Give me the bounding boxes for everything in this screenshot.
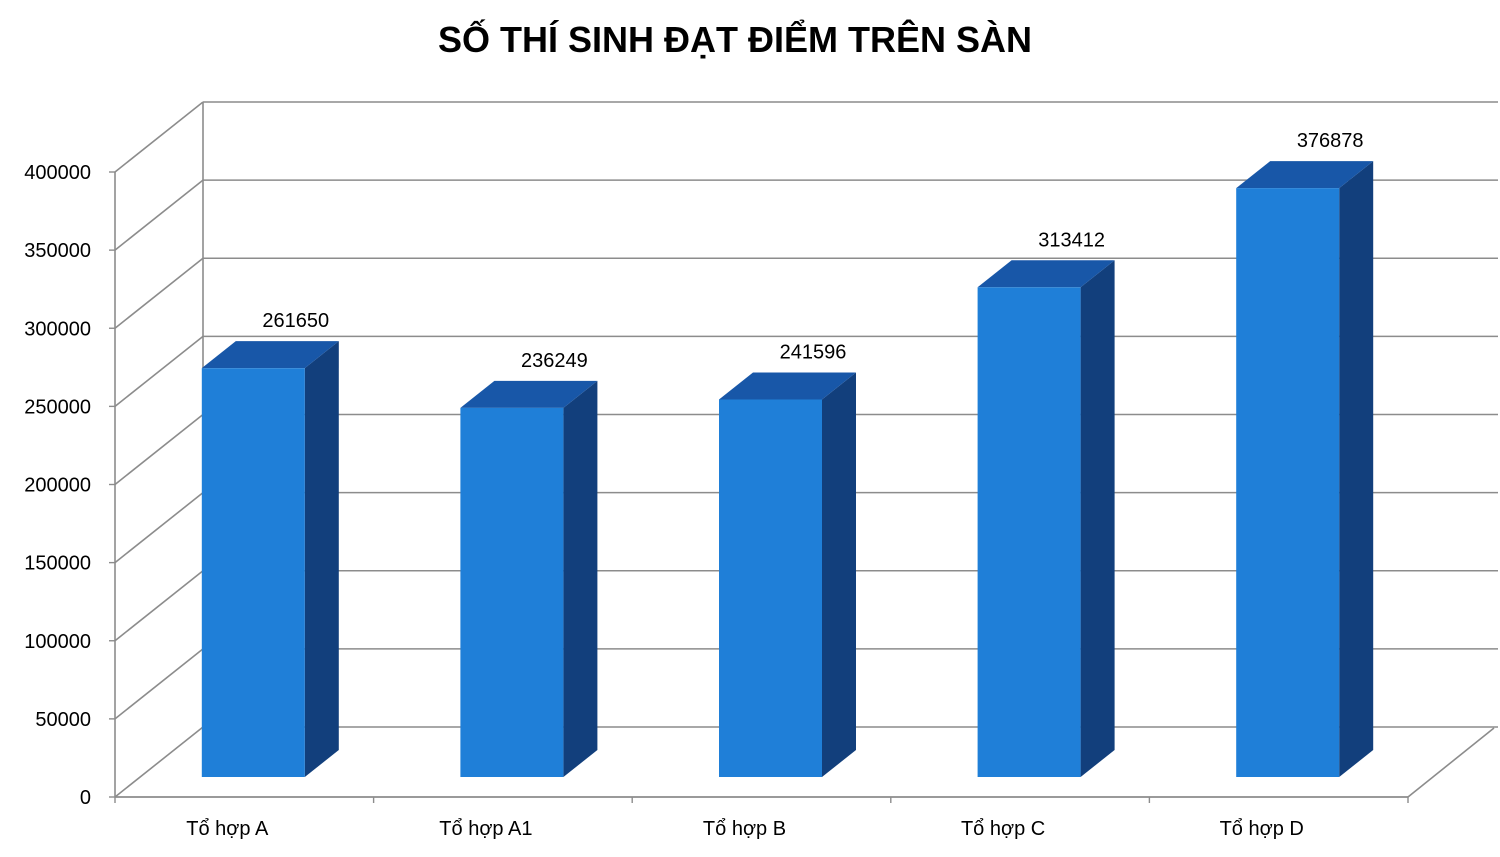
data-label-1: 236249 [521, 350, 588, 372]
y-tick-label-5: 250000 [24, 396, 91, 418]
floor-right-edge [1407, 727, 1495, 798]
x-category-label-4: Tổ hợp D [1220, 818, 1304, 840]
bars [201, 161, 1374, 778]
bar-1 [460, 380, 598, 777]
x-category-label-2: Tổ hợp B [703, 818, 786, 840]
data-label-4: 376878 [1297, 130, 1364, 152]
y-tick-label-0: 0 [80, 787, 91, 809]
data-label-0: 261650 [262, 310, 329, 332]
y-tick-label-7: 350000 [24, 240, 91, 262]
bar-side-4 [1339, 161, 1374, 778]
chart-title: SỐ THÍ SINH ĐẠT ĐIỂM TRÊN SÀN [438, 18, 1032, 60]
bar-top-0 [201, 341, 339, 369]
gridline-side-7 [114, 179, 204, 251]
gridline-side-8 [114, 101, 204, 173]
x-category-label-3: Tổ hợp C [961, 818, 1045, 840]
bar-4 [1236, 161, 1374, 778]
gridline-side-3 [114, 491, 204, 564]
gridline-side-0 [114, 726, 204, 798]
bar-top-1 [460, 380, 598, 408]
gridline-side-2 [114, 570, 204, 642]
y-tick-label-3: 150000 [24, 553, 91, 575]
bar-top-2 [719, 372, 856, 400]
gridline-side-5 [114, 335, 204, 408]
bar-front-4 [1236, 188, 1340, 778]
y-tick-label-6: 300000 [24, 318, 91, 340]
data-label-2: 241596 [780, 342, 847, 364]
y-tick-label-4: 200000 [24, 475, 91, 497]
x-category-label-1: Tổ hợp A1 [439, 818, 532, 840]
bar-3 [977, 260, 1115, 777]
bar-0 [201, 341, 339, 777]
gridline-side-6 [114, 257, 204, 329]
x-category-label-0: Tổ hợp A [186, 818, 269, 840]
bar-front-0 [201, 368, 305, 777]
y-axis-tick-labels: 0 50000 100000 150000 200000 250000 300000 3500… [24, 162, 115, 809]
y-tick-label-8: 400000 [24, 162, 91, 184]
bar-front-2 [719, 399, 822, 777]
bar-side-2 [822, 372, 856, 777]
data-label-3: 313412 [1038, 229, 1105, 251]
y-tick-label-1: 50000 [35, 709, 91, 731]
y-tick-label-2: 100000 [24, 631, 91, 653]
bar-top-3 [977, 260, 1115, 288]
bar-front-3 [977, 287, 1081, 777]
bar-front-1 [460, 407, 564, 777]
bar-top-4 [1236, 161, 1374, 189]
gridline-side-1 [114, 648, 204, 720]
gridline-side-4 [114, 413, 204, 486]
bar-2 [719, 372, 856, 777]
data-labels: 261650 236249 241596 313412 376878 [262, 130, 1363, 372]
bar-side-0 [304, 341, 339, 777]
x-axis-category-labels: Tổ hợp A Tổ hợp A1 Tổ hợp B Tổ hợp C Tổ hợp … [186, 818, 1304, 840]
bar-side-3 [1080, 260, 1115, 777]
bar-side-1 [563, 380, 598, 777]
